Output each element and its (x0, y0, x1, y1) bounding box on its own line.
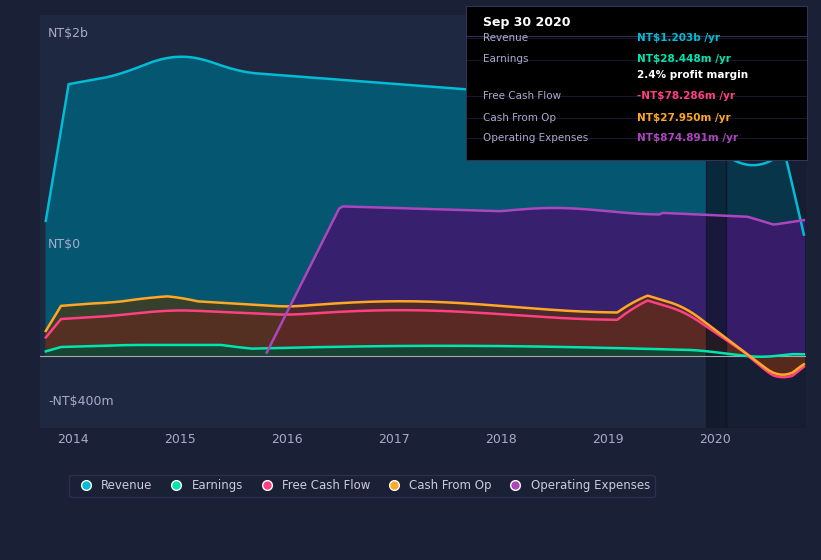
Text: NT$2b: NT$2b (48, 27, 89, 40)
Bar (706, 15, 726, 428)
Text: 2.4% profit margin: 2.4% profit margin (637, 69, 748, 80)
Text: -NT$78.286m /yr: -NT$78.286m /yr (637, 91, 735, 101)
Text: Operating Expenses: Operating Expenses (484, 133, 589, 143)
Text: NT$28.448m /yr: NT$28.448m /yr (637, 54, 731, 64)
Bar (726, 15, 806, 428)
Text: Revenue: Revenue (484, 32, 529, 43)
Text: NT$1.203b /yr: NT$1.203b /yr (637, 32, 720, 43)
Text: NT$27.950m /yr: NT$27.950m /yr (637, 113, 731, 123)
Text: Sep 30 2020: Sep 30 2020 (484, 16, 571, 29)
Text: Earnings: Earnings (484, 54, 529, 64)
Text: -NT$400m: -NT$400m (48, 395, 113, 408)
Text: Cash From Op: Cash From Op (484, 113, 557, 123)
Text: Free Cash Flow: Free Cash Flow (484, 91, 562, 101)
Text: NT$874.891m /yr: NT$874.891m /yr (637, 133, 738, 143)
Text: NT$0: NT$0 (48, 238, 81, 251)
Legend: Revenue, Earnings, Free Cash Flow, Cash From Op, Operating Expenses: Revenue, Earnings, Free Cash Flow, Cash … (69, 474, 654, 497)
